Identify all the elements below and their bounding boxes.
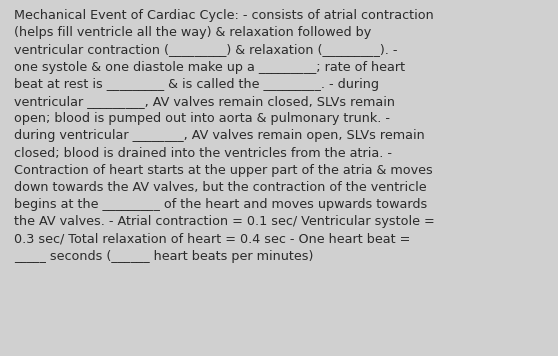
Text: Mechanical Event of Cardiac Cycle: - consists of atrial contraction
(helps fill : Mechanical Event of Cardiac Cycle: - con… (14, 9, 435, 263)
